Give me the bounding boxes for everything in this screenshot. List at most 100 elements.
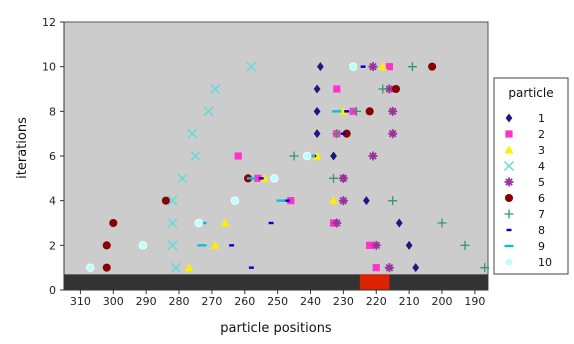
data-point (384, 84, 394, 94)
data-point (102, 263, 111, 272)
series-5 (332, 62, 398, 273)
y-tick-label: 0 (49, 284, 56, 297)
data-point (259, 173, 269, 182)
data-point (184, 263, 194, 272)
y-tick-label: 10 (42, 61, 56, 74)
legend-item-8: 8 (506, 224, 545, 237)
data-point (405, 240, 413, 250)
y-tick-label: 2 (49, 239, 56, 252)
legend-box (493, 77, 569, 275)
data-point (313, 84, 321, 94)
data-point (138, 241, 148, 250)
data-point (167, 195, 178, 206)
legend: particle 1 2 3 4 5 6 7 8 9 10 (493, 77, 569, 275)
legend-label: 3 (538, 144, 545, 157)
legend-item-9: 9 (504, 240, 545, 253)
data-point (86, 263, 95, 272)
legend-title: particle (508, 86, 553, 100)
legend-marker (505, 113, 513, 123)
legend-marker (504, 257, 514, 267)
y-tick-label: 12 (42, 16, 56, 29)
data-point (177, 173, 188, 184)
data-point (332, 110, 342, 113)
series-1 (313, 62, 420, 273)
data-point (258, 177, 264, 180)
x-tick-label: 190 (464, 295, 485, 308)
data-point (388, 196, 398, 206)
x-axis-title: particle positions (220, 321, 332, 336)
legend-item-2: 2 (505, 128, 545, 141)
data-point (197, 244, 207, 247)
legend-label: 4 (538, 160, 545, 173)
data-point (480, 263, 490, 273)
legend-marker (504, 177, 514, 187)
data-point (388, 106, 398, 116)
x-tick-label: 280 (169, 295, 190, 308)
legend-item-3: 3 (504, 144, 545, 157)
x-tick-label: 290 (136, 295, 157, 308)
y-tick-label: 8 (49, 105, 56, 118)
legend-items: 1 2 3 4 5 6 7 8 9 10 (503, 112, 552, 269)
legend-marker (504, 209, 514, 219)
data-point (203, 106, 214, 117)
data-point (344, 110, 350, 113)
data-point (329, 196, 339, 205)
data-point (316, 62, 324, 72)
data-point (312, 151, 322, 160)
x-tick-label: 220 (366, 295, 387, 308)
data-point (332, 218, 342, 228)
x-axis: 310 300 290 280 270 260 250 240 230 220 210 200 190 (64, 289, 488, 308)
legend-marker (503, 160, 515, 172)
data-point (368, 151, 378, 161)
data-point (371, 240, 381, 250)
domain-band (64, 274, 488, 290)
series-6 (102, 62, 437, 272)
data-point (161, 196, 170, 205)
legend-marker (506, 228, 512, 232)
data-point (109, 218, 118, 228)
plot-area (63, 21, 490, 291)
legend-marker (504, 244, 514, 248)
data-point (437, 218, 447, 228)
data-point (329, 173, 339, 183)
optimum-region (359, 274, 390, 290)
data-point (194, 218, 203, 228)
data-point (330, 151, 337, 161)
data-point (391, 84, 401, 94)
y-tick-label: 4 (49, 195, 56, 208)
data-point (385, 63, 393, 71)
data-point (428, 62, 437, 71)
legend-item-5: 5 (504, 176, 545, 189)
legend-item-10: 10 (504, 256, 552, 269)
data-point (220, 218, 230, 227)
data-point (407, 62, 417, 72)
data-point (287, 197, 295, 205)
data-point (270, 174, 279, 183)
data-point (229, 244, 235, 247)
y-tick-label: 6 (49, 150, 56, 163)
legend-label: 1 (538, 112, 545, 125)
x-tick-label: 260 (234, 295, 255, 308)
data-point (313, 106, 321, 116)
series-3 (184, 62, 388, 272)
legend-label: 2 (538, 128, 545, 141)
data-point (340, 132, 346, 135)
legend-item-7: 7 (504, 208, 545, 221)
data-point (352, 106, 362, 116)
data-point (210, 83, 221, 95)
data-point (332, 129, 342, 139)
x-tick-label: 230 (333, 295, 354, 308)
legend-label: 8 (538, 224, 545, 237)
data-point (167, 240, 178, 251)
data-point (368, 62, 378, 72)
legend-label: 5 (538, 176, 545, 189)
data-point (246, 61, 257, 72)
legend-label: 9 (538, 240, 545, 253)
data-point (338, 196, 348, 206)
data-point (338, 173, 348, 183)
data-point (167, 217, 178, 229)
data-point (378, 62, 388, 71)
data-point (313, 129, 321, 139)
x-tick-label: 240 (300, 295, 321, 308)
